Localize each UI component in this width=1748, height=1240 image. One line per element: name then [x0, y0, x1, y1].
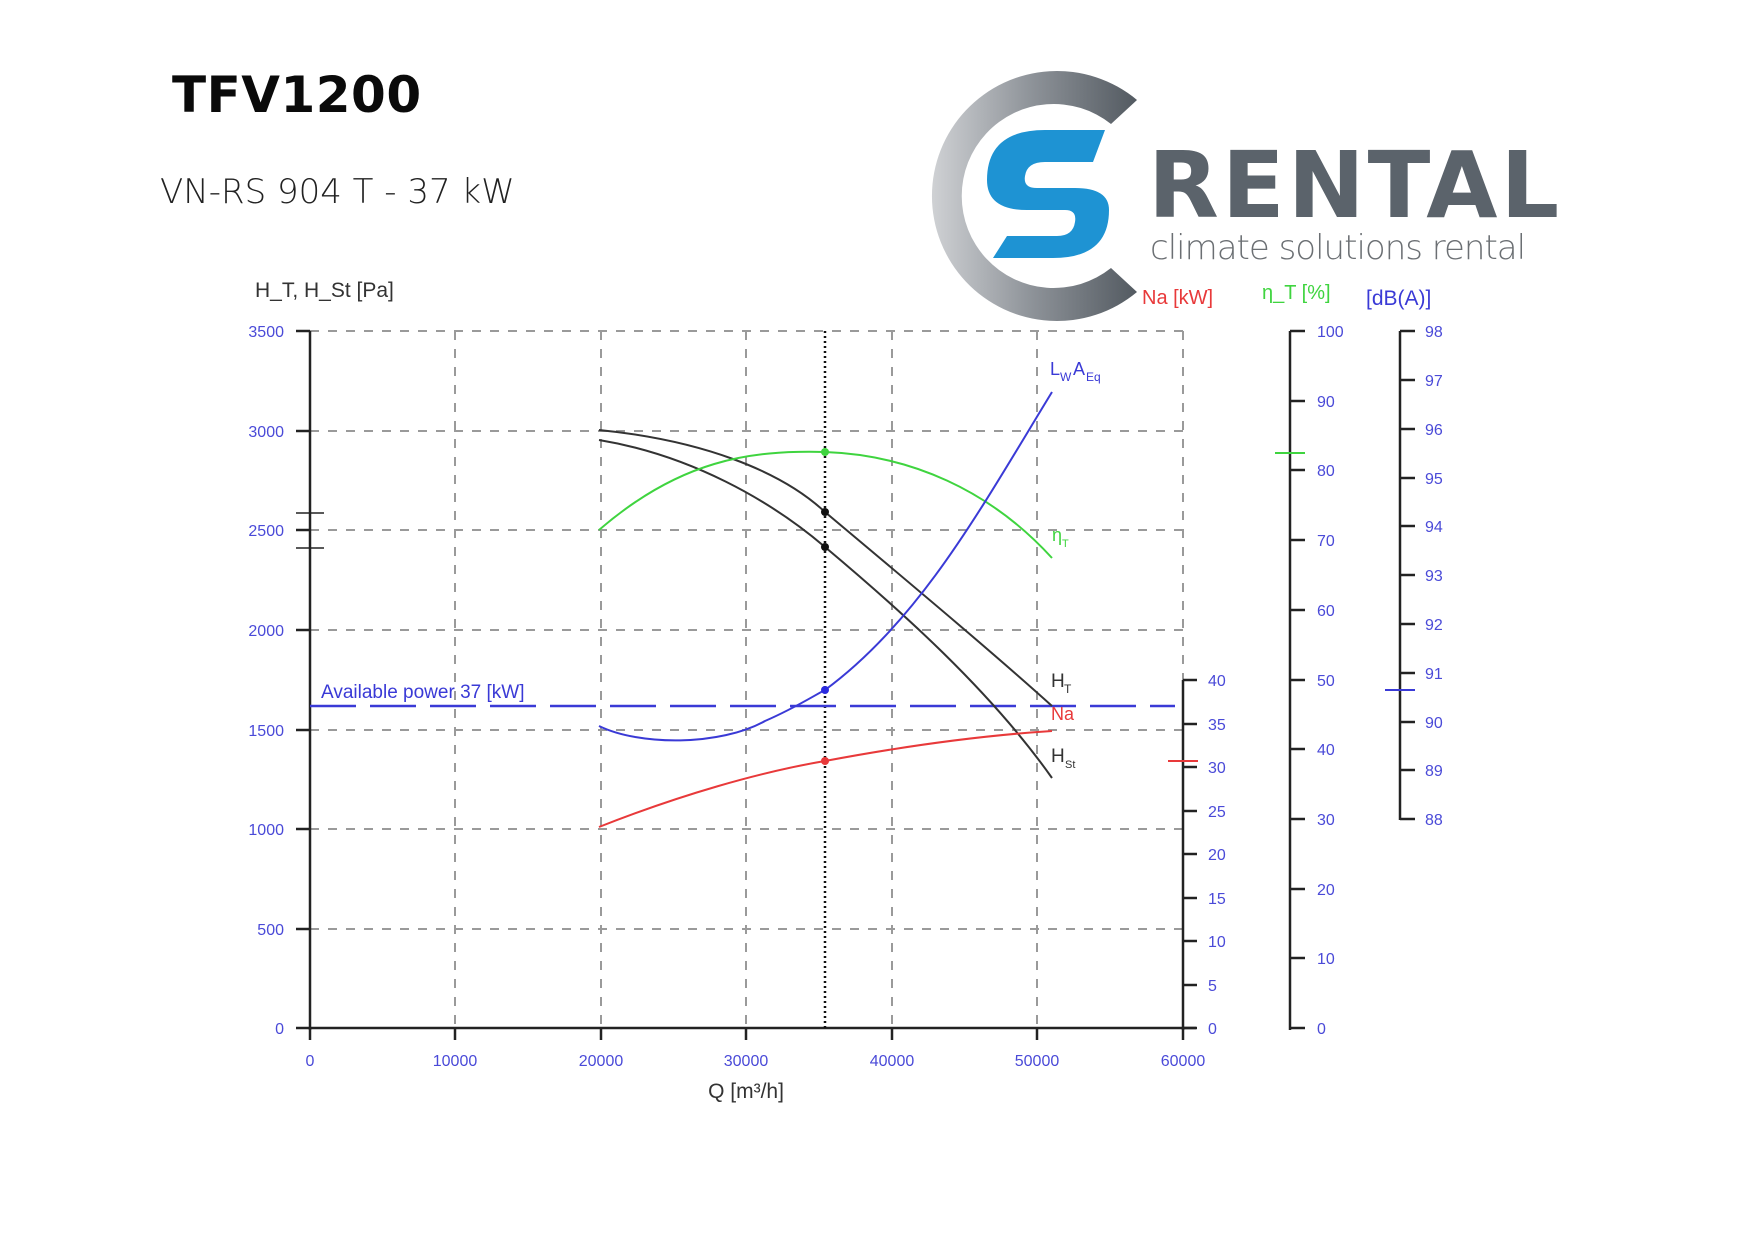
svg-text:20: 20 [1317, 882, 1335, 899]
svg-text:η: η [1052, 525, 1062, 545]
svg-text:A: A [1073, 359, 1085, 379]
svg-text:H: H [1051, 671, 1065, 692]
svg-text:60: 60 [1317, 603, 1335, 620]
curve-label-lwa: L W A Eq [1050, 359, 1101, 384]
db-axis-tick-labels: 98 97 96 95 94 93 92 91 90 89 88 [1425, 324, 1443, 829]
svg-text:93: 93 [1425, 568, 1443, 585]
svg-text:10: 10 [1208, 934, 1226, 951]
db-axis [1398, 329, 1415, 821]
svg-text:50: 50 [1317, 673, 1335, 690]
main-axes [296, 329, 1196, 1040]
eta-axis [1288, 329, 1305, 1030]
curve-label-na: Na [1051, 704, 1075, 724]
svg-text:Eq: Eq [1086, 370, 1101, 384]
page-title: TFV1200 [172, 66, 422, 124]
na-axis-label: Na [kW] [1142, 287, 1213, 309]
svg-text:2500: 2500 [248, 523, 284, 540]
svg-text:90: 90 [1425, 715, 1443, 732]
svg-text:91: 91 [1425, 666, 1443, 683]
op-point-na [821, 757, 829, 765]
op-point-hst [821, 543, 829, 551]
svg-text:0: 0 [275, 1021, 284, 1038]
svg-text:10: 10 [1317, 951, 1335, 968]
y-axis-tick-labels: 3500 3000 2500 2000 1500 1000 500 0 [248, 324, 284, 1038]
svg-text:40: 40 [1208, 673, 1226, 690]
svg-text:50000: 50000 [1015, 1053, 1060, 1070]
svg-text:5: 5 [1208, 978, 1217, 995]
svg-text:H: H [1051, 746, 1065, 767]
svg-text:88: 88 [1425, 812, 1443, 829]
svg-text:96: 96 [1425, 422, 1443, 439]
svg-text:40: 40 [1317, 742, 1335, 759]
db-axis-label: [dB(A)] [1366, 287, 1431, 310]
svg-text:25: 25 [1208, 804, 1226, 821]
curve-lwa [598, 391, 1053, 742]
x-axis-tick-labels: 0 10000 20000 30000 40000 50000 60000 [306, 1053, 1206, 1070]
logo-s-icon [987, 130, 1109, 258]
svg-text:3500: 3500 [248, 324, 284, 341]
na-axis-tick-labels: 40 35 30 25 20 15 10 5 0 [1208, 673, 1226, 1038]
svg-text:20: 20 [1208, 847, 1226, 864]
svg-text:10000: 10000 [433, 1053, 478, 1070]
svg-text:20000: 20000 [579, 1053, 624, 1070]
svg-text:St: St [1065, 759, 1075, 771]
eta-axis-label: η_T [%] [1262, 282, 1331, 304]
na-axis [1181, 678, 1197, 1030]
logo-brand-text: RENTAL [1148, 132, 1563, 239]
svg-text:30000: 30000 [724, 1053, 769, 1070]
logo-ring-icon [931, 71, 1137, 322]
svg-text:0: 0 [1208, 1021, 1217, 1038]
svg-text:3000: 3000 [248, 424, 284, 441]
svg-text:35: 35 [1208, 717, 1226, 734]
svg-text:30: 30 [1317, 812, 1335, 829]
svg-text:98: 98 [1425, 324, 1443, 341]
eta-axis-tick-labels: 100 90 80 70 60 50 40 30 20 10 0 [1317, 324, 1344, 1038]
svg-text:0: 0 [1317, 1021, 1326, 1038]
svg-text:W: W [1060, 370, 1072, 384]
svg-text:97: 97 [1425, 373, 1443, 390]
svg-text:94: 94 [1425, 519, 1443, 536]
svg-text:90: 90 [1317, 394, 1335, 411]
svg-text:1500: 1500 [248, 723, 284, 740]
svg-text:60000: 60000 [1161, 1053, 1206, 1070]
svg-text:40000: 40000 [870, 1053, 915, 1070]
curve-label-eta: η T [1052, 525, 1069, 550]
company-logo [931, 71, 1137, 322]
available-power-label: Available power 37 [kW] [321, 682, 524, 703]
logo-tagline: climate solutions rental [1150, 228, 1526, 268]
svg-text:L: L [1050, 359, 1060, 379]
svg-text:15: 15 [1208, 891, 1226, 908]
svg-text:T: T [1062, 538, 1069, 550]
svg-text:95: 95 [1425, 471, 1443, 488]
svg-text:80: 80 [1317, 463, 1335, 480]
model-subtitle: VN-RS 904 T - 37 kW [160, 172, 515, 212]
x-axis-label: Q [m³/h] [708, 1080, 784, 1103]
svg-text:89: 89 [1425, 763, 1443, 780]
svg-text:2000: 2000 [248, 623, 284, 640]
op-point-eta [821, 448, 829, 456]
svg-text:70: 70 [1317, 533, 1335, 550]
op-point-lwa [821, 686, 829, 694]
curve-label-hst: H St [1051, 746, 1075, 771]
svg-text:30: 30 [1208, 760, 1226, 777]
svg-text:1000: 1000 [248, 822, 284, 839]
svg-text:92: 92 [1425, 617, 1443, 634]
svg-text:500: 500 [257, 922, 284, 939]
grid-lines [310, 330, 1184, 1028]
svg-text:T: T [1064, 682, 1072, 696]
curve-label-ht: H T [1051, 671, 1072, 696]
op-point-ht [821, 508, 829, 516]
svg-text:100: 100 [1317, 324, 1344, 341]
y-axis-label: H_T, H_St [Pa] [255, 279, 394, 302]
svg-text:0: 0 [306, 1053, 315, 1070]
